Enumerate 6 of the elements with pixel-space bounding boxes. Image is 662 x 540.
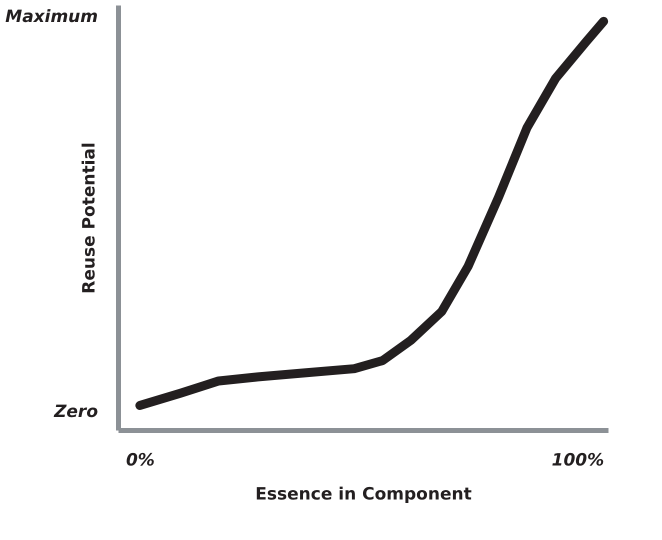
x-tick-label: 0% xyxy=(126,450,155,470)
text: Maximum xyxy=(5,7,98,27)
text: Zero xyxy=(53,402,98,422)
x-axis-title: Essence in Component xyxy=(255,484,472,504)
y-axis-title: Reuse Potential xyxy=(80,142,100,294)
x-tick-label: 100% xyxy=(552,450,604,470)
